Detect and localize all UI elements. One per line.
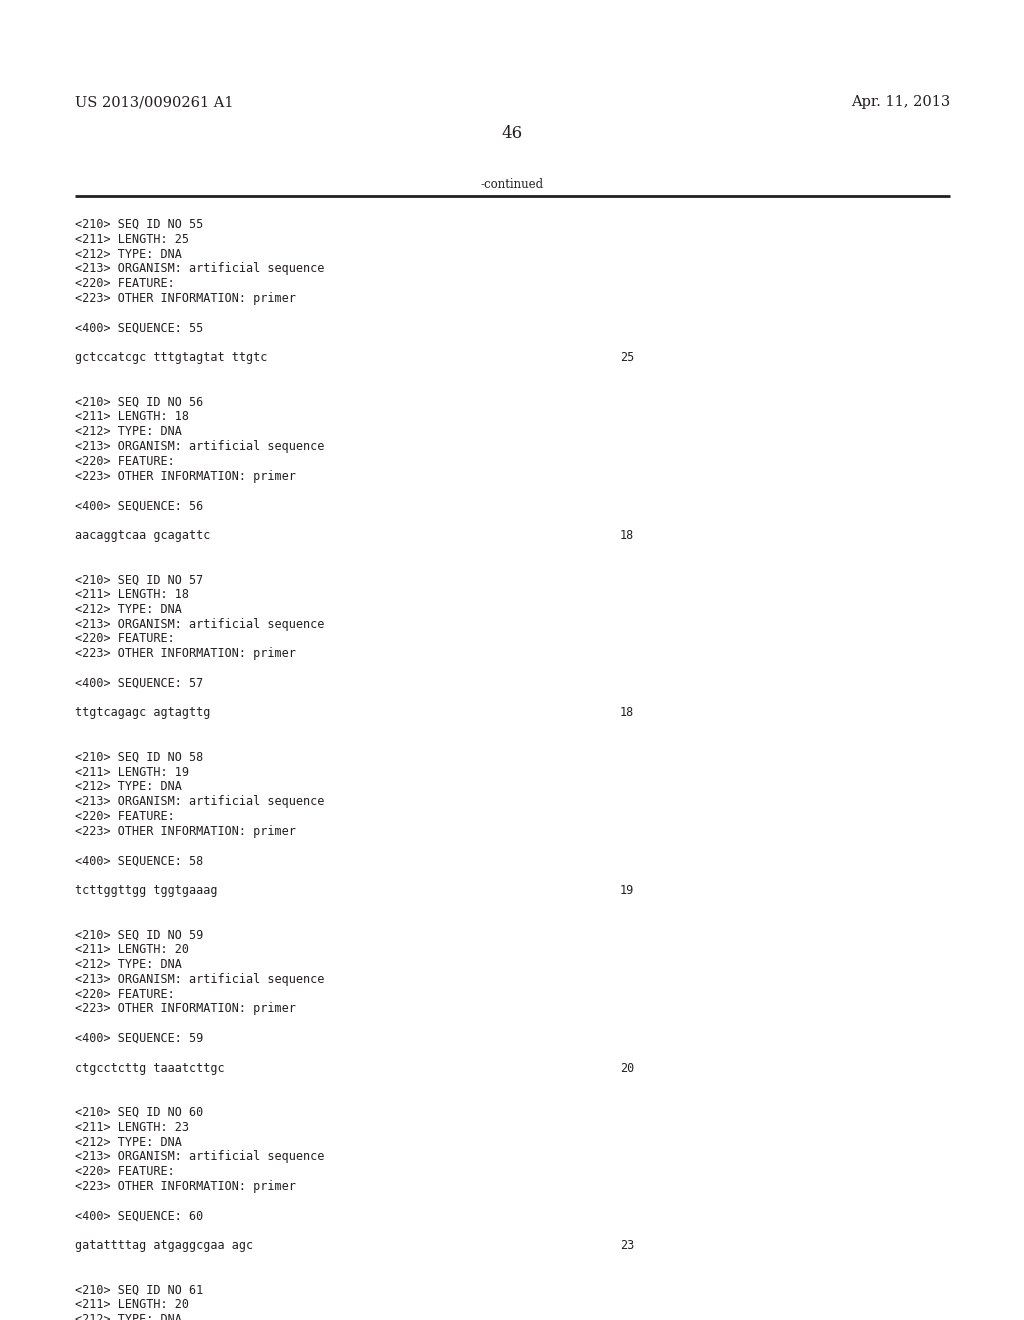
Text: <400> SEQUENCE: 58: <400> SEQUENCE: 58 (75, 854, 203, 867)
Text: <210> SEQ ID NO 56: <210> SEQ ID NO 56 (75, 396, 203, 409)
Text: 18: 18 (620, 706, 634, 719)
Text: 18: 18 (620, 529, 634, 541)
Text: <211> LENGTH: 18: <211> LENGTH: 18 (75, 411, 189, 424)
Text: <213> ORGANISM: artificial sequence: <213> ORGANISM: artificial sequence (75, 795, 325, 808)
Text: gctccatcgc tttgtagtat ttgtc: gctccatcgc tttgtagtat ttgtc (75, 351, 267, 364)
Text: <213> ORGANISM: artificial sequence: <213> ORGANISM: artificial sequence (75, 440, 325, 453)
Text: <400> SEQUENCE: 57: <400> SEQUENCE: 57 (75, 677, 203, 690)
Text: <211> LENGTH: 25: <211> LENGTH: 25 (75, 232, 189, 246)
Text: <212> TYPE: DNA: <212> TYPE: DNA (75, 603, 182, 616)
Text: <223> OTHER INFORMATION: primer: <223> OTHER INFORMATION: primer (75, 825, 296, 838)
Text: <212> TYPE: DNA: <212> TYPE: DNA (75, 248, 182, 260)
Text: <212> TYPE: DNA: <212> TYPE: DNA (75, 425, 182, 438)
Text: <220> FEATURE:: <220> FEATURE: (75, 1166, 175, 1179)
Text: <400> SEQUENCE: 56: <400> SEQUENCE: 56 (75, 499, 203, 512)
Text: <213> ORGANISM: artificial sequence: <213> ORGANISM: artificial sequence (75, 1151, 325, 1163)
Text: <210> SEQ ID NO 60: <210> SEQ ID NO 60 (75, 1106, 203, 1119)
Text: aacaggtcaa gcagattc: aacaggtcaa gcagattc (75, 529, 210, 541)
Text: <212> TYPE: DNA: <212> TYPE: DNA (75, 1313, 182, 1320)
Text: ttgtcagagc agtagttg: ttgtcagagc agtagttg (75, 706, 210, 719)
Text: <210> SEQ ID NO 57: <210> SEQ ID NO 57 (75, 573, 203, 586)
Text: <223> OTHER INFORMATION: primer: <223> OTHER INFORMATION: primer (75, 470, 296, 483)
Text: 46: 46 (502, 125, 522, 143)
Text: <210> SEQ ID NO 59: <210> SEQ ID NO 59 (75, 928, 203, 941)
Text: <400> SEQUENCE: 55: <400> SEQUENCE: 55 (75, 322, 203, 334)
Text: <220> FEATURE:: <220> FEATURE: (75, 277, 175, 290)
Text: <210> SEQ ID NO 55: <210> SEQ ID NO 55 (75, 218, 203, 231)
Text: <220> FEATURE:: <220> FEATURE: (75, 455, 175, 467)
Text: <223> OTHER INFORMATION: primer: <223> OTHER INFORMATION: primer (75, 292, 296, 305)
Text: <211> LENGTH: 18: <211> LENGTH: 18 (75, 587, 189, 601)
Text: <400> SEQUENCE: 60: <400> SEQUENCE: 60 (75, 1209, 203, 1222)
Text: tcttggttgg tggtgaaag: tcttggttgg tggtgaaag (75, 884, 217, 898)
Text: <212> TYPE: DNA: <212> TYPE: DNA (75, 1135, 182, 1148)
Text: 25: 25 (620, 351, 634, 364)
Text: Apr. 11, 2013: Apr. 11, 2013 (851, 95, 950, 110)
Text: <220> FEATURE:: <220> FEATURE: (75, 810, 175, 822)
Text: <211> LENGTH: 23: <211> LENGTH: 23 (75, 1121, 189, 1134)
Text: <212> TYPE: DNA: <212> TYPE: DNA (75, 780, 182, 793)
Text: <212> TYPE: DNA: <212> TYPE: DNA (75, 958, 182, 972)
Text: <400> SEQUENCE: 59: <400> SEQUENCE: 59 (75, 1032, 203, 1045)
Text: <223> OTHER INFORMATION: primer: <223> OTHER INFORMATION: primer (75, 647, 296, 660)
Text: <211> LENGTH: 20: <211> LENGTH: 20 (75, 944, 189, 956)
Text: <213> ORGANISM: artificial sequence: <213> ORGANISM: artificial sequence (75, 263, 325, 276)
Text: gatattttag atgaggcgaa agc: gatattttag atgaggcgaa agc (75, 1239, 253, 1253)
Text: 23: 23 (620, 1239, 634, 1253)
Text: <211> LENGTH: 19: <211> LENGTH: 19 (75, 766, 189, 779)
Text: <220> FEATURE:: <220> FEATURE: (75, 632, 175, 645)
Text: US 2013/0090261 A1: US 2013/0090261 A1 (75, 95, 233, 110)
Text: 19: 19 (620, 884, 634, 898)
Text: <210> SEQ ID NO 61: <210> SEQ ID NO 61 (75, 1283, 203, 1296)
Text: <223> OTHER INFORMATION: primer: <223> OTHER INFORMATION: primer (75, 1002, 296, 1015)
Text: <223> OTHER INFORMATION: primer: <223> OTHER INFORMATION: primer (75, 1180, 296, 1193)
Text: <220> FEATURE:: <220> FEATURE: (75, 987, 175, 1001)
Text: -continued: -continued (480, 178, 544, 191)
Text: <213> ORGANISM: artificial sequence: <213> ORGANISM: artificial sequence (75, 618, 325, 631)
Text: <213> ORGANISM: artificial sequence: <213> ORGANISM: artificial sequence (75, 973, 325, 986)
Text: <210> SEQ ID NO 58: <210> SEQ ID NO 58 (75, 751, 203, 764)
Text: <211> LENGTH: 20: <211> LENGTH: 20 (75, 1299, 189, 1311)
Text: 20: 20 (620, 1061, 634, 1074)
Text: ctgcctcttg taaatcttgc: ctgcctcttg taaatcttgc (75, 1061, 224, 1074)
